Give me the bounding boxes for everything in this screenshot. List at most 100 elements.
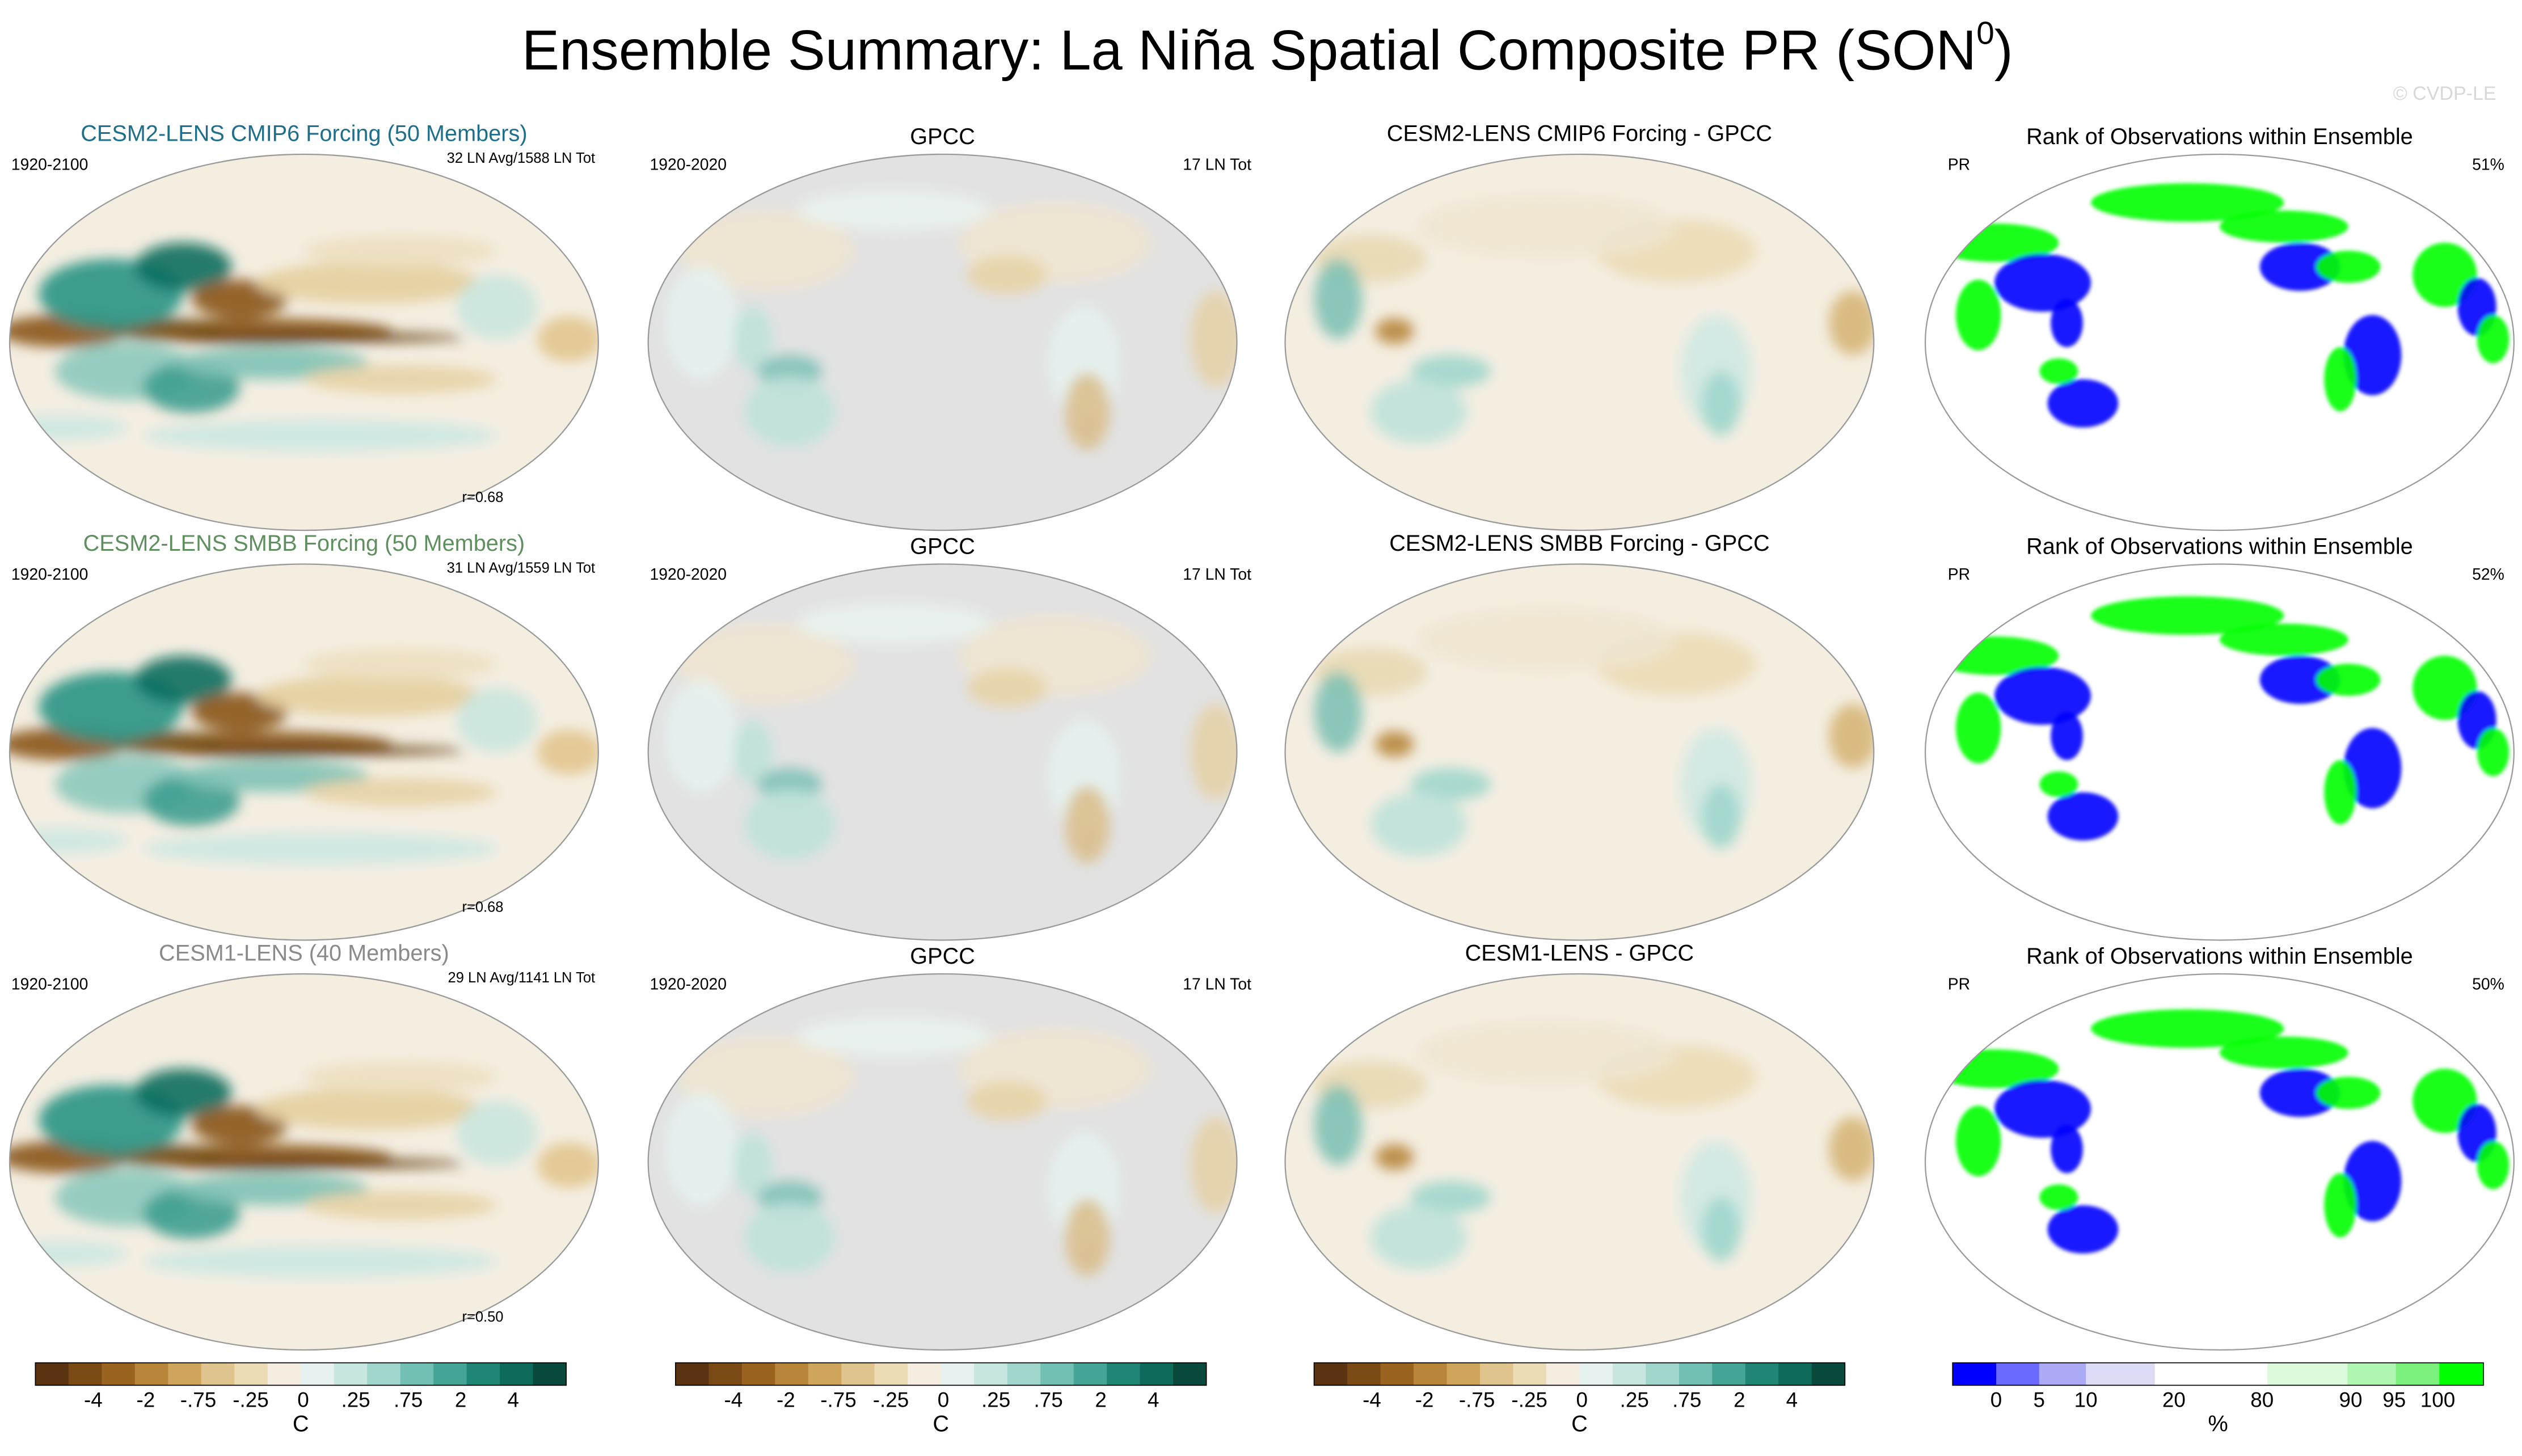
map-outline: [1924, 973, 2515, 1351]
map-blob: [677, 210, 854, 291]
map-blob: [457, 1100, 538, 1166]
map-blob: [2316, 1077, 2381, 1109]
colorbar-box: [201, 1362, 235, 1386]
colorbar-unit: C: [933, 1412, 949, 1437]
map-blob: [175, 347, 369, 379]
colorbar-box: [708, 1362, 743, 1386]
map-blob: [2477, 1141, 2510, 1189]
colorbar-box: [2039, 1362, 2086, 1386]
map-blob: [967, 1081, 1047, 1120]
map-blob: [967, 668, 1047, 707]
map-blob: [2039, 771, 2078, 797]
panel-left-label: 1920-2020: [650, 975, 727, 993]
colorbar-box: [1811, 1362, 1846, 1386]
colorbar-box: [675, 1362, 710, 1386]
panel-right-label: 29 LN Avg/1141 LN Tot: [448, 970, 596, 986]
map-blob: [2091, 1009, 2284, 1048]
map-blob: [2091, 183, 2284, 222]
map-blob: [2219, 210, 2348, 243]
map-blob: [1955, 1105, 2001, 1176]
map-field: [1314, 607, 1874, 857]
panel-left-label: 1920-2100: [11, 565, 88, 584]
colorbar-box: [234, 1362, 268, 1386]
map-blob: [1375, 318, 1414, 344]
map-blob: [665, 267, 737, 379]
colorbar-box: [1140, 1362, 1174, 1386]
map-blob: [733, 1133, 773, 1197]
map-blob: [2413, 1069, 2477, 1133]
map-blob: [677, 1036, 854, 1117]
colorbar-box: [433, 1362, 467, 1386]
map-field: [665, 1017, 1237, 1276]
map-blob: [1955, 280, 2001, 351]
map-blob: [1418, 1020, 1676, 1085]
map-outline: [1284, 973, 1875, 1351]
map-blob: [1065, 786, 1110, 863]
map-blob: [2413, 242, 2477, 307]
panel-title: CESM2-LENS CMIP6 Forcing - GPCC: [1387, 121, 1772, 146]
colorbar-box: [1952, 1362, 1997, 1386]
map-blob: [457, 687, 538, 752]
colorbar-label: 4: [1786, 1388, 1798, 1411]
colorbar-box: [808, 1362, 842, 1386]
colorbar-box: [1173, 1362, 1207, 1386]
colorbar-label: -.25: [873, 1388, 909, 1411]
colorbar-label: -.75: [180, 1388, 216, 1411]
colorbar-label: 90: [2339, 1388, 2363, 1411]
map-blob: [175, 1173, 369, 1205]
map-blob: [135, 242, 232, 291]
panel-title: Rank of Observations within Ensemble: [2026, 944, 2413, 969]
map-blob: [2219, 1036, 2348, 1069]
colorbar-label: .25: [341, 1388, 370, 1411]
panel-right-label: 32 LN Avg/1588 LN Tot: [447, 150, 595, 166]
map-blob: [135, 1069, 232, 1117]
map-blob: [798, 604, 991, 643]
map-blob: [2047, 792, 2119, 841]
colorbar-box: [1678, 1362, 1713, 1386]
colorbar-frame: [1313, 1362, 1846, 1386]
panel-correlation: r=0.50: [462, 1309, 503, 1325]
colorbar-frame: [35, 1362, 567, 1386]
panel-right-label: 50%: [2472, 975, 2504, 993]
colorbar-label: -.25: [233, 1388, 268, 1411]
panel-right-label: 17 LN Tot: [1183, 975, 1251, 993]
colorbar-box: [775, 1362, 809, 1386]
map-outline: [9, 973, 599, 1351]
map-blob: [135, 656, 232, 704]
map-blob: [1370, 792, 1467, 857]
colorbar-box: [35, 1362, 69, 1386]
map-blob: [744, 789, 835, 860]
colorbar-box: [334, 1362, 368, 1386]
colorbar-label: .75: [394, 1388, 423, 1411]
colorbar-label: .75: [1034, 1388, 1063, 1411]
map-blob: [2259, 1069, 2340, 1117]
colorbar-box: [974, 1362, 1008, 1386]
colorbar-box: [1446, 1362, 1481, 1386]
map-blob: [2324, 1173, 2356, 1238]
map-blob: [1828, 704, 1874, 769]
map-field: [1314, 1020, 1874, 1270]
colorbar-box: [941, 1362, 975, 1386]
colorbar-box: [1314, 1362, 1348, 1386]
map-blob: [967, 255, 1047, 294]
colorbar-unit: C: [293, 1412, 309, 1437]
panel-title: CESM2-LENS SMBB Forcing - GPCC: [1389, 531, 1769, 556]
panel-title: Rank of Observations within Ensemble: [2026, 124, 2413, 149]
map-blob: [1994, 666, 2091, 725]
map-blob: [1375, 731, 1414, 757]
map-blob: [303, 778, 497, 807]
colorbar-label: 95: [2382, 1388, 2406, 1411]
map-blob: [2259, 242, 2340, 291]
map-blob: [798, 191, 991, 230]
colorbar-box: [1479, 1362, 1514, 1386]
colorbar-label: 5: [2034, 1388, 2045, 1411]
map-blob: [677, 623, 854, 704]
panel-title: Rank of Observations within Ensemble: [2026, 534, 2413, 559]
map-background: [1925, 154, 2514, 530]
watermark: © CVDP-LE: [2393, 83, 2496, 104]
panel-title: GPCC: [910, 944, 975, 969]
colorbar-box: [1612, 1362, 1647, 1386]
map-blob: [1828, 1117, 1874, 1181]
map-blob: [1410, 355, 1491, 387]
